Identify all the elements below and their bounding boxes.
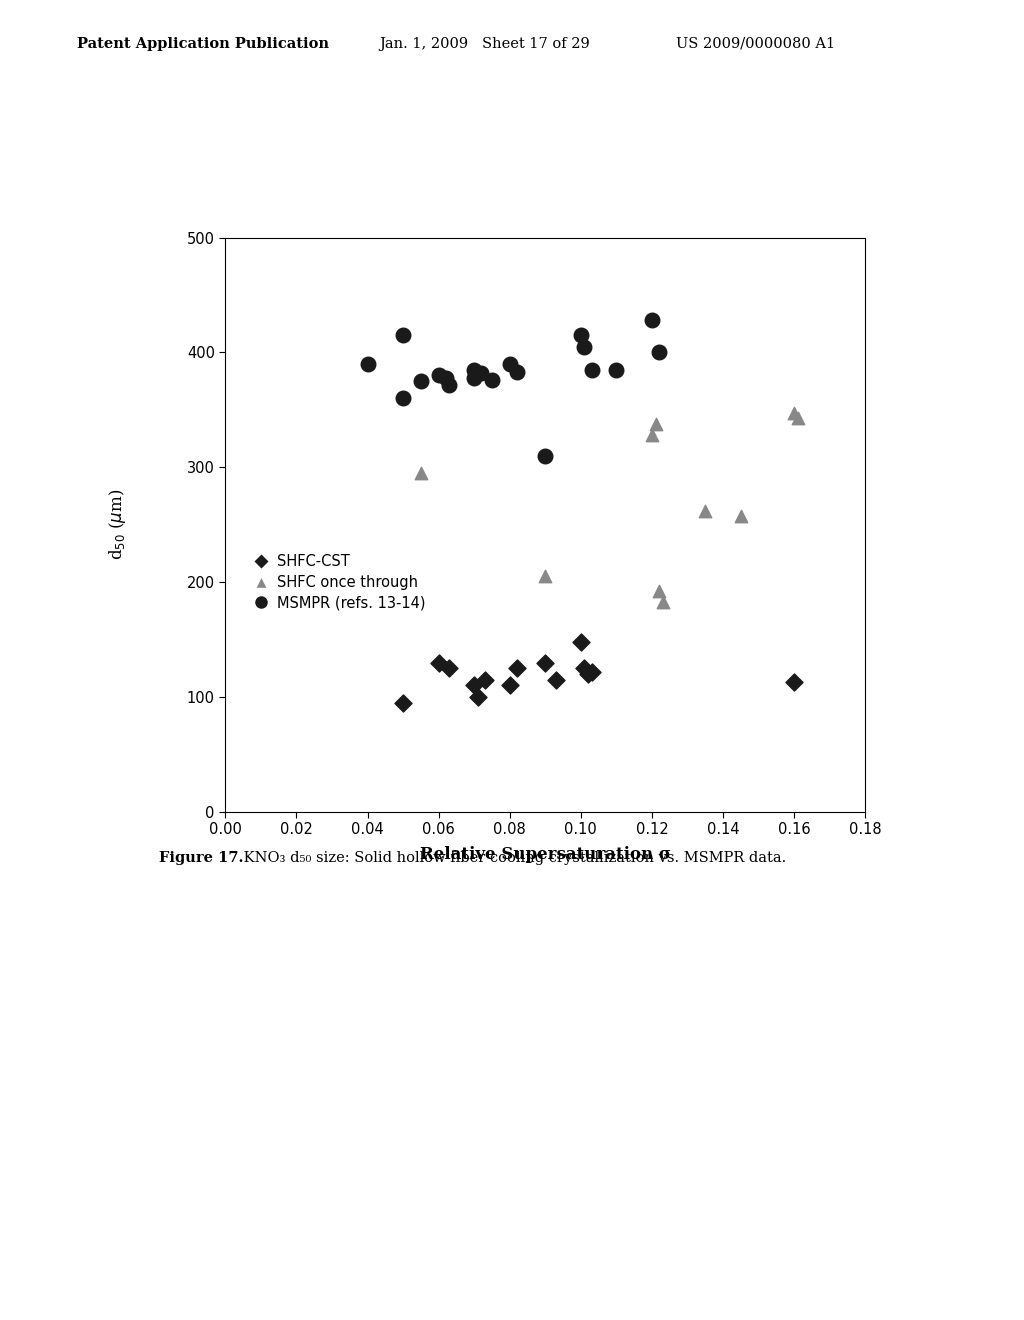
- Point: [732, 506, 749, 527]
- Point: [476, 669, 493, 690]
- Point: [466, 359, 482, 380]
- Point: [395, 388, 412, 409]
- Point: [395, 692, 412, 713]
- Point: [572, 325, 589, 346]
- Point: [584, 359, 600, 380]
- Point: [584, 661, 600, 682]
- Point: [647, 413, 664, 434]
- Point: [473, 363, 489, 384]
- Point: [466, 675, 482, 696]
- Point: [651, 581, 668, 602]
- Point: [502, 354, 518, 375]
- Point: [509, 657, 525, 678]
- Point: [577, 657, 593, 678]
- Point: [441, 657, 458, 678]
- Text: Patent Application Publication: Patent Application Publication: [77, 37, 329, 51]
- Point: [537, 566, 553, 587]
- Point: [502, 675, 518, 696]
- Point: [644, 425, 660, 446]
- Point: [430, 364, 446, 385]
- Point: [577, 337, 593, 358]
- Point: [608, 359, 625, 380]
- Point: [430, 652, 446, 673]
- Point: [441, 374, 458, 395]
- Point: [697, 500, 714, 521]
- Text: US 2009/0000080 A1: US 2009/0000080 A1: [676, 37, 835, 51]
- Point: [483, 370, 500, 391]
- Point: [644, 310, 660, 331]
- Point: [537, 445, 553, 466]
- Point: [580, 664, 596, 685]
- Point: [437, 367, 454, 388]
- Point: [413, 462, 429, 483]
- Point: [548, 669, 564, 690]
- Text: Jan. 1, 2009   Sheet 17 of 29: Jan. 1, 2009 Sheet 17 of 29: [379, 37, 590, 51]
- Point: [413, 371, 429, 392]
- Text: Figure 17.: Figure 17.: [159, 851, 244, 866]
- Text: d$_{50}$ ($\mu$m): d$_{50}$ ($\mu$m): [108, 488, 128, 561]
- Point: [537, 652, 553, 673]
- Text: KNO₃ d₅₀ size: Solid hollow fiber cooling crystallization vs. MSMPR data.: KNO₃ d₅₀ size: Solid hollow fiber coolin…: [239, 851, 785, 866]
- Point: [786, 403, 803, 424]
- Point: [651, 342, 668, 363]
- Point: [466, 367, 482, 388]
- X-axis label: Relative Supersaturation σ: Relative Supersaturation σ: [420, 846, 671, 862]
- Point: [359, 354, 376, 375]
- Point: [470, 686, 486, 708]
- Point: [654, 591, 671, 612]
- Point: [395, 325, 412, 346]
- Point: [572, 631, 589, 652]
- Point: [509, 362, 525, 383]
- Point: [786, 672, 803, 693]
- Legend: SHFC-CST, SHFC once through, MSMPR (refs. 13-14): SHFC-CST, SHFC once through, MSMPR (refs…: [252, 554, 425, 610]
- Point: [790, 408, 806, 429]
